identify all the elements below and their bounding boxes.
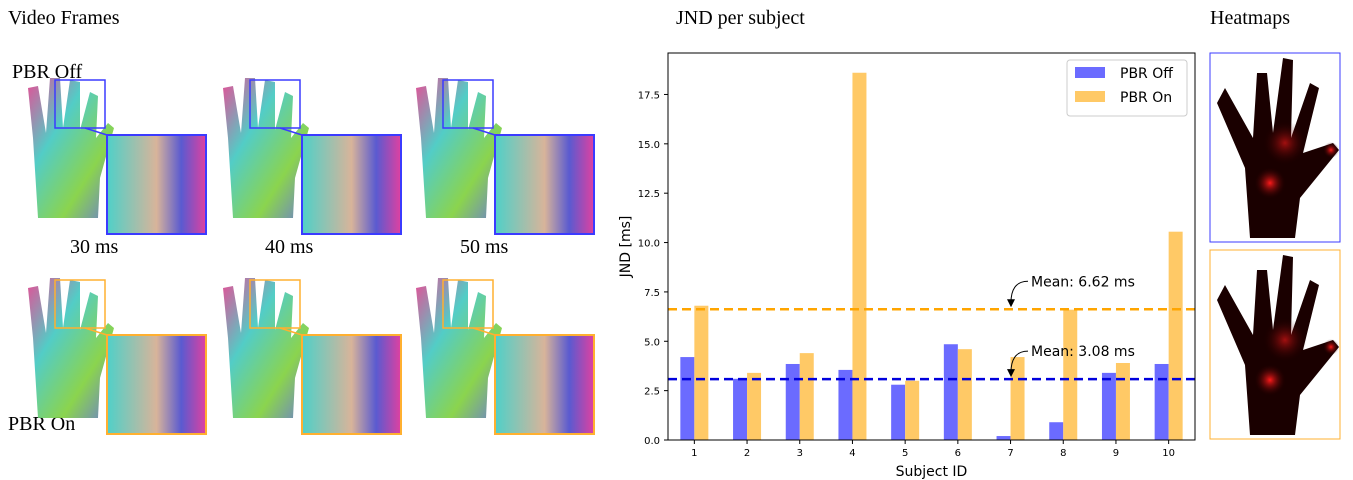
zoom-source-box	[249, 279, 301, 329]
zoom-connector	[84, 127, 108, 136]
bar	[680, 357, 695, 440]
zoom-box	[494, 134, 595, 235]
zoom-source-box	[442, 279, 494, 329]
arrow-head	[1007, 369, 1015, 378]
bar	[1154, 363, 1169, 440]
x-tick-label: 4	[849, 448, 855, 459]
annotation: Mean: 3.08 ms	[1031, 344, 1135, 360]
x-tick-label: 1	[691, 448, 697, 459]
zoom-source-box	[442, 79, 494, 129]
heatmap-spot	[1254, 167, 1286, 199]
legend-swatch	[1075, 91, 1105, 102]
panel-title: Video Frames	[8, 7, 120, 29]
zoom-box	[106, 334, 207, 435]
plot-frame	[667, 52, 1196, 441]
y-tick-label: 0.0	[644, 436, 660, 447]
bar	[799, 353, 814, 440]
zoom-connector	[279, 127, 303, 136]
zoom-box	[494, 334, 595, 435]
bar	[905, 380, 920, 440]
zoom-box	[106, 134, 207, 235]
panel-title: Heatmaps	[1210, 7, 1290, 29]
zoom-connector	[472, 327, 496, 336]
bar	[1063, 309, 1078, 440]
bar	[1049, 422, 1064, 440]
legend-label: PBR On	[1120, 90, 1172, 106]
bar	[1115, 362, 1130, 440]
row-label: PBR On	[8, 413, 75, 435]
bar	[943, 344, 958, 440]
bar	[1010, 357, 1025, 440]
x-tick-label: 3	[797, 448, 803, 459]
bar	[1168, 231, 1183, 440]
x-tick-label: 5	[902, 448, 908, 459]
bar	[891, 384, 906, 440]
bar	[996, 436, 1011, 440]
hand-frame	[28, 278, 114, 418]
bar	[733, 378, 748, 440]
legend-label: PBR Off	[1120, 66, 1173, 82]
heatmap-spot	[1254, 364, 1286, 396]
heatmap-spot	[1263, 121, 1307, 165]
hand-frame	[28, 78, 114, 218]
x-tick-label: 2	[744, 448, 750, 459]
video-frames	[28, 78, 595, 435]
zoom-connector	[472, 127, 496, 136]
x-tick-label: 6	[955, 448, 961, 459]
x-tick-label: 9	[1113, 448, 1119, 459]
bar	[747, 372, 762, 440]
hand-frame	[416, 78, 502, 218]
y-tick-label: 2.5	[644, 387, 660, 398]
hand-frame	[416, 278, 502, 418]
annotation: Mean: 6.62 ms	[1031, 274, 1135, 290]
zoom-source-box	[54, 79, 106, 129]
heatmaps	[1217, 58, 1339, 435]
heatmap-spot	[1263, 318, 1307, 362]
y-tick-label: 5.0	[644, 337, 660, 348]
row-label: PBR Off	[12, 61, 83, 83]
panel-title: JND per subject	[676, 7, 805, 29]
bar	[838, 369, 853, 440]
bar	[957, 349, 972, 440]
bar	[1101, 372, 1116, 440]
zoom-connector	[84, 327, 108, 336]
x-tick-label: 8	[1060, 448, 1066, 459]
y-tick-label: 10.0	[638, 239, 660, 250]
zoom-source-box	[249, 79, 301, 129]
y-tick-label: 17.5	[638, 90, 660, 101]
column-label: 50 ms	[460, 236, 509, 258]
zoom-source-box	[54, 279, 106, 329]
legend-swatch	[1075, 67, 1105, 78]
hand-frame	[223, 278, 309, 418]
bar	[852, 72, 867, 440]
column-label: 30 ms	[70, 236, 119, 258]
heatmap-spot	[1323, 142, 1339, 158]
y-tick-label: 7.5	[644, 288, 660, 299]
y-tick-label: 15.0	[638, 140, 660, 151]
y-axis-label: JND [ms]	[618, 216, 634, 279]
bar	[694, 305, 709, 440]
x-tick-label: 7	[1007, 448, 1013, 459]
x-axis-label: Subject ID	[896, 464, 968, 480]
zoom-connector	[279, 327, 303, 336]
zoom-box	[301, 334, 402, 435]
chart: 0.0 2.5 5.0 7.5 10.0 12.5 15.0 17.5 1 2 3 4 5 6 7 8 9 10 M…	[618, 52, 1196, 480]
arrow-head	[1007, 299, 1015, 308]
x-tick-label: 10	[1162, 448, 1175, 459]
heatmap-spot	[1323, 339, 1339, 355]
hand-frame	[223, 78, 309, 218]
zoom-box	[301, 134, 402, 235]
y-tick-label: 12.5	[638, 189, 660, 200]
bar	[785, 363, 800, 440]
column-label: 40 ms	[265, 236, 314, 258]
